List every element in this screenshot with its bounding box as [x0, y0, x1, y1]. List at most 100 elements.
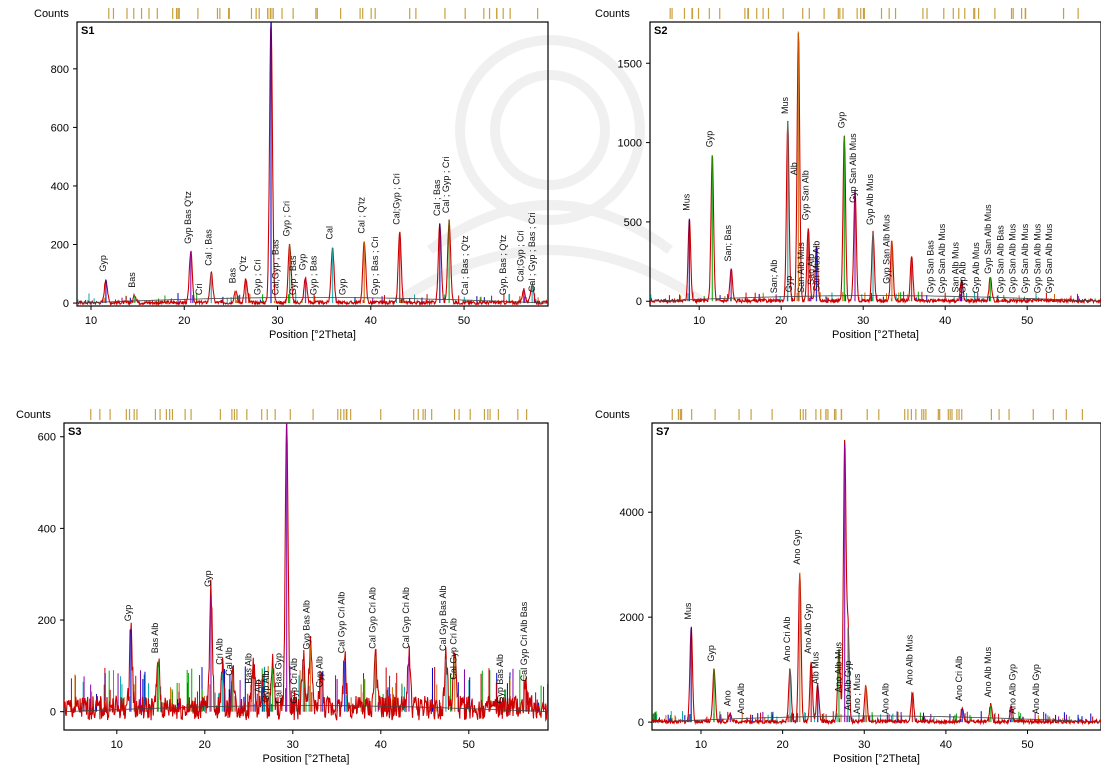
reference-tick-marks [671, 409, 1083, 420]
chart-panel-s3: Counts S3 0 200 400 600 10 20 30 40 50 Position [°2… [0, 400, 560, 767]
x-axis-label: Position [°2Theta] [263, 753, 350, 765]
peak-annotation: Gyp [784, 276, 794, 293]
peak-annotation: Gyp ; Bas [288, 255, 298, 295]
x-tick-label: 40 [375, 739, 387, 751]
peak-annotation: Bas Alb [150, 623, 160, 654]
peak-annotation: Cal Gyp Cri Alb Bas [519, 601, 529, 681]
peak-annotation: Gyp ; Cri [282, 201, 292, 237]
peak-annotation: Ano Alb Mus [833, 641, 843, 692]
x-tick-label: 40 [939, 315, 951, 327]
x-tick-label: 40 [940, 739, 952, 751]
peak-annotation: Ano Alb Mus [983, 646, 993, 697]
peak-annotation: Gyp Alb Mus [865, 173, 875, 225]
peak-annotation: Bas Alb [243, 653, 253, 684]
peak-annotation: Ano Gyp [792, 530, 802, 565]
peak-annotation: Gyp Bas Alb [302, 600, 312, 650]
y-tick-label: 200 [51, 240, 69, 252]
peak-annotation: Gyp San Alb [800, 170, 810, 220]
x-axis-label: Position [°2Theta] [832, 329, 919, 341]
x-tick-label: 30 [287, 739, 299, 751]
y-tick-label: 1000 [618, 138, 642, 150]
x-tick-label: 30 [271, 315, 283, 327]
peak-annotation: Gyp Cri Alb [289, 658, 299, 704]
peak-annotation: San; Bas [723, 224, 733, 261]
reference-tick-marks [108, 8, 539, 19]
peak-annotation: Ano Alb [881, 683, 891, 714]
peak-annotation: Gyp San Alb Mus [848, 133, 858, 203]
peak-annotation: Alb Mus [811, 651, 821, 684]
plot-frame [63, 422, 549, 731]
reference-tick-marks [90, 409, 528, 420]
panel-label: S2 [654, 25, 667, 37]
y-tick-label: 0 [638, 717, 644, 729]
x-tick-label: 50 [1021, 315, 1033, 327]
plot-frame [649, 21, 1101, 307]
x-tick-label: 10 [111, 739, 123, 751]
peak-annotation: Cri Alb [214, 638, 224, 665]
peak-annotation: Cal Gyp Cri Alb [448, 618, 458, 680]
y-tick-label: 600 [38, 432, 56, 444]
diffraction-curve [650, 32, 1101, 305]
peak-annotation: Cal ; Q'tz [356, 196, 366, 233]
y-axis-label: Counts [34, 8, 69, 20]
peak-annotation: Cal ; Bas ; Q'tz [460, 235, 470, 295]
peak-annotation: Mus [780, 96, 790, 114]
background-curve [650, 295, 1101, 302]
peak-annotation: Alb [789, 162, 799, 175]
peak-annotation: Gyp [298, 254, 308, 271]
peak-annotation: Gyp [98, 255, 108, 272]
peak-annotation: Cal ; Bas [432, 179, 442, 216]
peak-annotation: San; Alb [769, 260, 779, 294]
peak-annotation: Gyp Alb [958, 262, 968, 294]
peak-annotation: Gyp [123, 605, 133, 622]
y-tick-label: 400 [51, 181, 69, 193]
diffraction-curve [652, 439, 1101, 726]
peak-annotation: Mus [683, 602, 693, 620]
peak-annotation: Cal ; Gyp ; Cri [441, 157, 451, 214]
peak-annotation: Gyp [203, 570, 213, 587]
peak-annotation: Gyp, Bas ; Q'tz [498, 234, 508, 295]
x-tick-label: 30 [857, 315, 869, 327]
peak-annotation: Cal Gyp Cri Alb [401, 587, 411, 649]
y-tick-label: 200 [38, 615, 56, 627]
peak-annotation: Gyp Alb [261, 671, 271, 703]
peak-annotation: Cal Gyp Cri Alb [368, 587, 378, 649]
y-tick-label: 0 [50, 707, 56, 719]
peak-annotation: Cal ; Bas [203, 229, 213, 266]
x-tick-label: 10 [695, 739, 707, 751]
peak-annotation: Gyp San Bas [926, 240, 936, 294]
background-curve [652, 715, 1101, 723]
x-tick-label: 50 [458, 315, 470, 327]
peak-annotation: San Alb Mus [950, 241, 960, 292]
peak-annotation: Gyp [704, 131, 714, 148]
y-axis-label: Counts [595, 8, 630, 20]
peak-annotation: Gyp San Alb Mus [881, 214, 891, 284]
peak-annotation: San Alb Mus [796, 242, 806, 293]
peak-annotation: Gyp San Alb Mus [983, 204, 993, 274]
peak-annotation: Gyp [706, 645, 716, 662]
y-tick-label: 600 [51, 122, 69, 134]
peak-annotation: Bas [228, 267, 238, 283]
peak-annotation: Gyp ; Cri [253, 260, 263, 296]
plot-area [64, 423, 548, 722]
x-tick-label: 10 [85, 315, 97, 327]
peak-annotation: Gyp San Alb Mus [1044, 223, 1054, 293]
peak-annotation: Ano Alb Gyp [843, 661, 853, 711]
peak-annotation: Ano ; Mus [852, 673, 862, 714]
peak-annotation: Cal [325, 226, 335, 240]
diffraction-curve [64, 423, 548, 722]
peak-annotation: Gyp Bas Alb [495, 654, 505, 704]
plot-area [652, 439, 1101, 726]
peak-annotation: Gyp San Alb Mus [1020, 223, 1030, 293]
diffraction-curve [77, 22, 548, 306]
peak-annotation: San Mus Alb [812, 241, 822, 292]
plot-area [650, 31, 1101, 305]
x-tick-label: 30 [858, 739, 870, 751]
x-tick-label: 10 [693, 315, 705, 327]
peak-annotation: Gyp Alb Mus [971, 242, 981, 294]
peak-annotation: Cal;Gyp ; Cri [516, 230, 526, 282]
y-axis-label: Counts [595, 409, 630, 421]
peak-annotation: Gyp Bas Q'tz [183, 191, 193, 244]
peak-annotation: Q'tz [238, 255, 248, 271]
peak-annotation: Cri [194, 284, 204, 296]
